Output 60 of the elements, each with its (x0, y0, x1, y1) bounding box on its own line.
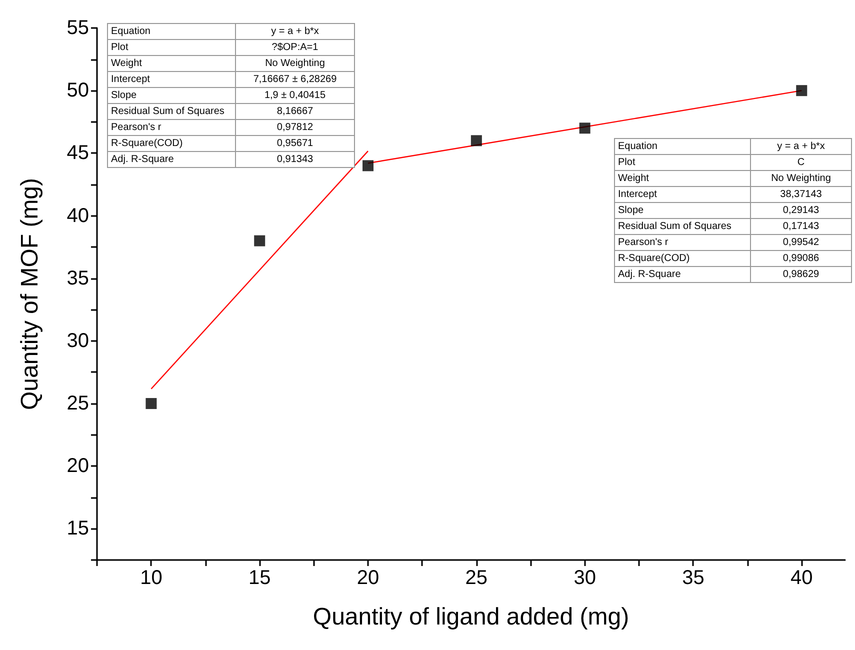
y-tick-label: 15 (66, 518, 89, 540)
point (146, 398, 157, 410)
y-tick-label: 35 (66, 267, 89, 290)
annotation: Residual Sum of Squares (614, 218, 750, 234)
point (254, 235, 266, 246)
annotation: Slope (108, 88, 236, 104)
x-tick-label: 15 (248, 567, 271, 589)
annotation: Pearson's r (614, 234, 750, 250)
annotation: 0,97812 (236, 120, 354, 136)
annotation: ?$OP:A=1 (236, 40, 354, 56)
y-tick-label: 40 (66, 204, 89, 227)
x-tick-label: 10 (140, 567, 162, 589)
annotation: 0,99086 (750, 250, 852, 266)
point (470, 135, 482, 146)
x-tick-label: 35 (682, 567, 704, 589)
y-tick-label: 20 (66, 455, 89, 478)
point (579, 122, 590, 134)
annotation: 8,16667 (236, 104, 354, 120)
annotation: R-Square(COD) (614, 250, 750, 266)
y-tick-label: 30 (66, 330, 89, 352)
annotation: 7,16667 ± 6,28269 (236, 72, 354, 88)
y-tick-label: 45 (66, 142, 89, 164)
annotation: 0,17143 (750, 218, 852, 234)
y-axis-title: Quantity of MOF (mg) (16, 178, 44, 410)
annotation: 0,98629 (750, 266, 852, 282)
annotation: No Weighting (750, 170, 852, 186)
annotation: C (750, 154, 852, 170)
annotation: Adj. R-Square (614, 266, 750, 282)
y-tick-label: 50 (66, 80, 89, 102)
x-tick-label: 40 (790, 567, 813, 589)
annotation: Slope (614, 202, 750, 218)
annotation: Adj. R-Square (108, 152, 236, 168)
annotation: 0,29143 (750, 202, 852, 218)
annotation: Weight (614, 170, 750, 186)
x-axis-title: Quantity of ligand added (mg) (312, 604, 630, 630)
x-tick-label: 20 (356, 567, 380, 589)
annotation: 1,9 ± 0,40415 (236, 88, 354, 104)
annotation: R-Square(COD) (108, 136, 236, 152)
annotation: Equation (614, 138, 750, 154)
x-tick-label: 25 (465, 567, 488, 589)
annotation: Intercept (108, 72, 236, 88)
point (362, 160, 374, 172)
annotation: Plot (614, 154, 750, 170)
annotation: 0,91343 (236, 152, 354, 168)
annotation: 0,99542 (750, 234, 852, 250)
annotation: Plot (108, 40, 236, 56)
x-tick-label: 30 (574, 567, 596, 589)
point (796, 85, 808, 96)
annotation: Residual Sum of Squares (108, 104, 236, 120)
annotation: 38,37143 (750, 186, 852, 202)
annotation: y = a + b*x (750, 138, 852, 154)
y-tick-label: 55 (66, 17, 89, 39)
annotation: Pearson's r (108, 120, 236, 136)
annotation: Intercept (614, 186, 750, 202)
annotation: 0,95671 (236, 136, 354, 152)
annotation: Equation (108, 24, 236, 40)
annotation: Weight (108, 56, 236, 72)
annotation: y = a + b*x (236, 24, 354, 40)
y-tick-label: 25 (66, 392, 89, 415)
annotation: No Weighting (236, 56, 354, 72)
